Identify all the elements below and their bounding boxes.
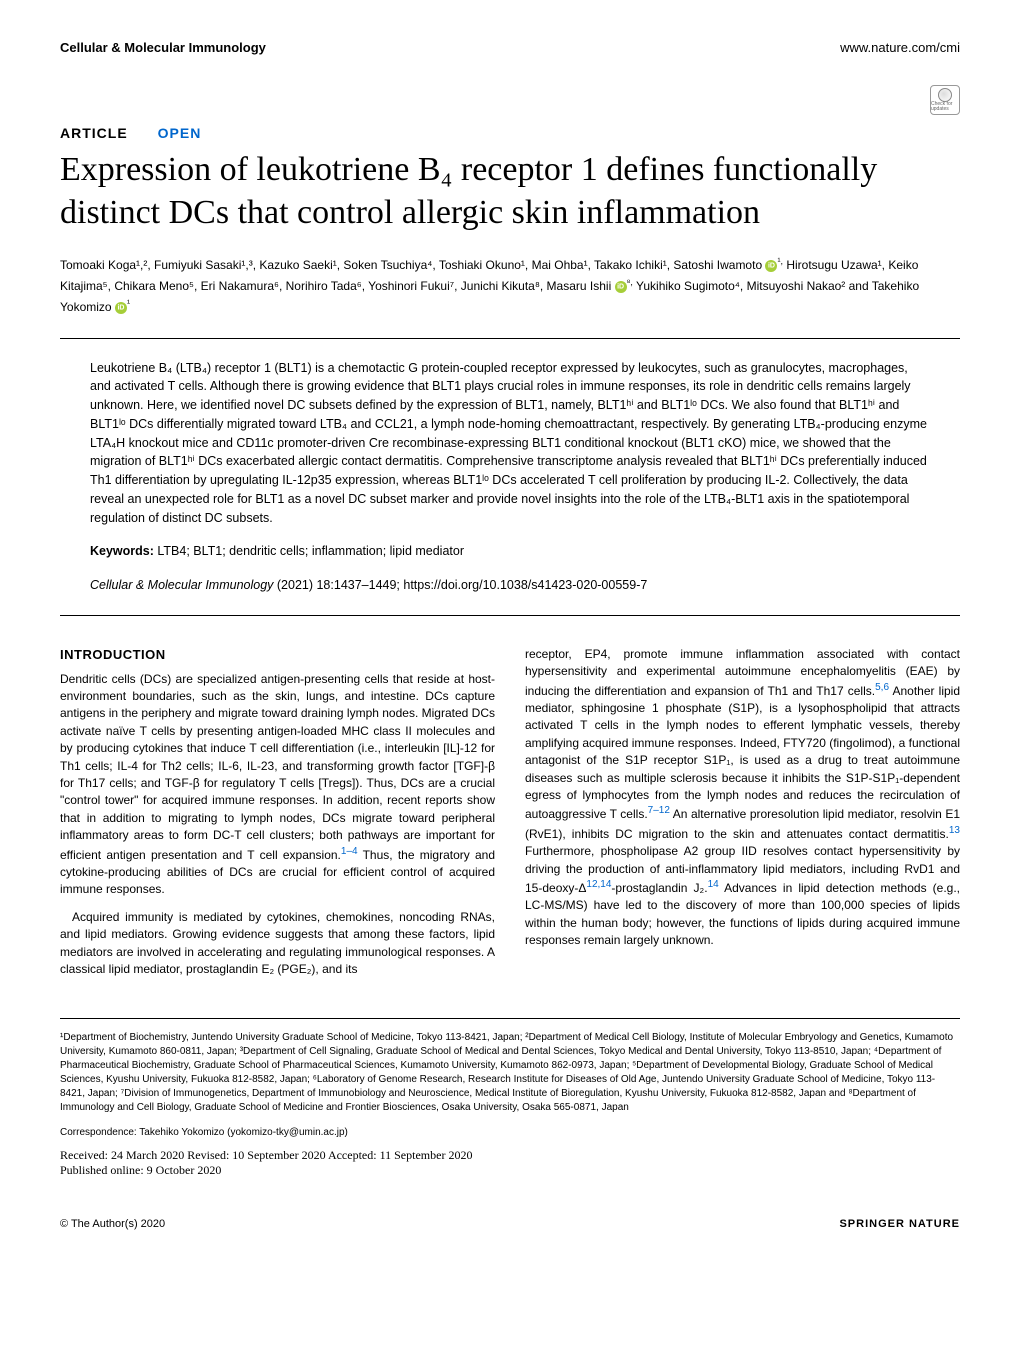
col2-text-5: -prostaglandin J₂. bbox=[611, 881, 707, 895]
authors-block: Tomoaki Koga¹,², Fumiyuki Sasaki¹,³, Kaz… bbox=[60, 254, 960, 318]
affiliations-block: ¹Department of Biochemistry, Juntendo Un… bbox=[60, 1018, 960, 1115]
journal-url[interactable]: www.nature.com/cmi bbox=[840, 40, 960, 55]
article-type-row: ARTICLE OPEN bbox=[60, 125, 960, 141]
citation-journal: Cellular & Molecular Immunology bbox=[90, 578, 273, 592]
correspondence: Correspondence: Takehiko Yokomizo (yokom… bbox=[60, 1127, 960, 1138]
dates-block: Received: 24 March 2020 Revised: 10 Sept… bbox=[60, 1148, 960, 1178]
orcid-icon[interactable] bbox=[615, 281, 627, 293]
check-updates-icon bbox=[938, 88, 952, 102]
copyright: © The Author(s) 2020 bbox=[60, 1218, 165, 1230]
keywords-row: Keywords: LTB4; BLT1; dendritic cells; i… bbox=[90, 542, 930, 561]
page-header: Cellular & Molecular Immunology www.natu… bbox=[60, 40, 960, 55]
article-label: ARTICLE bbox=[60, 125, 128, 141]
keywords-label: Keywords: bbox=[90, 544, 154, 558]
column-right: receptor, EP4, promote immune inflammati… bbox=[525, 646, 960, 988]
check-updates-label: Check for updates bbox=[931, 102, 959, 112]
received-date: Received: 24 March 2020 Revised: 10 Sept… bbox=[60, 1148, 960, 1163]
intro-p1-text: Dendritic cells (DCs) are specialized an… bbox=[60, 672, 495, 862]
citation-details: (2021) 18:1437–1449; https://doi.org/10.… bbox=[273, 578, 647, 592]
intro-paragraph-1: Dendritic cells (DCs) are specialized an… bbox=[60, 671, 495, 899]
article-title: Expression of leukotriene B₄ receptor 1 … bbox=[60, 149, 960, 234]
authors-line-1: Tomoaki Koga¹,², Fumiyuki Sasaki¹,³, Kaz… bbox=[60, 258, 762, 272]
introduction-heading: INTRODUCTION bbox=[60, 646, 495, 665]
column-left: INTRODUCTION Dendritic cells (DCs) are s… bbox=[60, 646, 495, 988]
col2-text-2: Another lipid mediator, sphingosine 1 ph… bbox=[525, 684, 960, 822]
reference-link[interactable]: 1–4 bbox=[341, 846, 358, 857]
orcid-icon[interactable] bbox=[115, 302, 127, 314]
author-sup-2: ⁸, bbox=[627, 277, 633, 287]
journal-name: Cellular & Molecular Immunology bbox=[60, 40, 266, 55]
check-updates-badge[interactable]: Check for updates bbox=[930, 85, 960, 115]
reference-link[interactable]: 7–12 bbox=[648, 805, 670, 816]
intro-paragraph-2: Acquired immunity is mediated by cytokin… bbox=[60, 909, 495, 979]
published-date: Published online: 9 October 2020 bbox=[60, 1163, 960, 1178]
col2-paragraph: receptor, EP4, promote immune inflammati… bbox=[525, 646, 960, 950]
reference-link[interactable]: 5,6 bbox=[875, 682, 889, 693]
author-sup-1: ¹, bbox=[777, 256, 783, 266]
col2-text-6: Advances in lipid detection methods (e.g… bbox=[525, 881, 960, 947]
introduction-section: INTRODUCTION Dendritic cells (DCs) are s… bbox=[60, 646, 960, 988]
intro-p2-text: Acquired immunity is mediated by cytokin… bbox=[60, 910, 495, 976]
page-footer: © The Author(s) 2020 SPRINGER NATURE bbox=[60, 1218, 960, 1230]
citation: Cellular & Molecular Immunology (2021) 1… bbox=[90, 576, 930, 595]
open-access-label: OPEN bbox=[158, 125, 202, 141]
author-sup-3: ¹ bbox=[127, 298, 130, 308]
orcid-icon[interactable] bbox=[765, 260, 777, 272]
keywords-values: LTB4; BLT1; dendritic cells; inflammatio… bbox=[157, 544, 464, 558]
abstract-box: Leukotriene B₄ (LTB₄) receptor 1 (BLT1) … bbox=[60, 338, 960, 616]
abstract-text: Leukotriene B₄ (LTB₄) receptor 1 (BLT1) … bbox=[90, 359, 930, 528]
reference-link[interactable]: 14 bbox=[708, 879, 719, 890]
reference-link[interactable]: 12,14 bbox=[586, 879, 611, 890]
reference-link[interactable]: 13 bbox=[949, 825, 960, 836]
publisher-logo: SPRINGER NATURE bbox=[839, 1218, 960, 1230]
